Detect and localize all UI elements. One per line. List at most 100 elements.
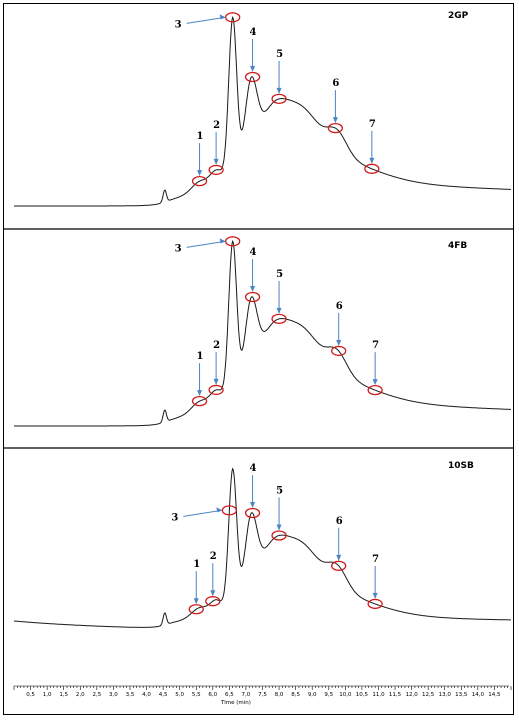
- x-tick-label: 9,5: [324, 692, 333, 698]
- x-tick-label: 7,5: [258, 692, 267, 698]
- peak-marker-2: [208, 164, 224, 176]
- peak-label-2: 2: [213, 340, 220, 351]
- x-tick-label: 11,0: [372, 692, 385, 698]
- chromatogram-trace-10sb: [13, 467, 511, 628]
- peak-arrow-3: [183, 509, 222, 517]
- peak-label-3: 3: [171, 512, 178, 523]
- peak-arrowhead-3: [219, 238, 226, 244]
- peak-arrowhead-2: [210, 590, 216, 597]
- x-axis-label: Time (min): [220, 700, 251, 706]
- sample-label-10sb: 10SB: [448, 461, 474, 471]
- peak-marker-6: [331, 345, 347, 357]
- x-tick-label: 14,0: [472, 692, 485, 698]
- peak-arrowhead-5: [276, 87, 282, 94]
- peak-label-5: 5: [276, 269, 283, 280]
- x-tick-label: 12,5: [422, 692, 435, 698]
- peak-marker-1: [188, 604, 204, 615]
- chromatogram-trace-2gp: [14, 15, 511, 207]
- x-tick-label: 9,0: [308, 692, 317, 698]
- sample-label-4fb: 4FB: [448, 241, 467, 251]
- peak-marker-4: [244, 71, 261, 83]
- peak-marker-5: [271, 313, 287, 325]
- peak-label-3: 3: [175, 243, 182, 254]
- peak-arrowhead-1: [197, 390, 203, 397]
- figure-frame: [3, 3, 514, 715]
- peak-marker-2: [205, 596, 221, 607]
- x-tick-label: 11,5: [389, 692, 402, 698]
- peak-marker-5: [271, 530, 287, 541]
- peak-marker-6: [331, 560, 347, 571]
- peak-label-1: 1: [193, 559, 200, 570]
- x-tick-label: 13,5: [455, 692, 468, 698]
- peak-label-4: 4: [250, 27, 257, 38]
- peak-label-7: 7: [372, 554, 379, 565]
- peak-arrowhead-2: [213, 158, 219, 165]
- sample-label-2gp: 2GP: [448, 11, 469, 21]
- peak-arrowhead-7: [372, 592, 378, 599]
- x-tick-label: 10,0: [339, 692, 352, 698]
- peak-label-5: 5: [276, 49, 283, 60]
- peak-marker-4: [244, 291, 261, 303]
- x-tick-label: 6,5: [225, 692, 234, 698]
- peak-marker-7: [364, 163, 380, 174]
- peak-arrow-3: [186, 240, 225, 248]
- peak-label-3: 3: [175, 19, 182, 30]
- x-tick-label: 3,0: [109, 692, 118, 698]
- peak-arrowhead-1: [197, 170, 203, 177]
- peak-arrowhead-5: [276, 307, 282, 314]
- peak-arrowhead-3: [219, 14, 226, 20]
- peak-arrowhead-7: [372, 379, 378, 386]
- chromatogram-trace-4fb: [14, 239, 511, 427]
- peak-label-1: 1: [197, 131, 204, 142]
- peak-marker-7: [367, 385, 383, 396]
- x-tick-label: 2,0: [76, 692, 85, 698]
- x-tick-label: 8,5: [291, 692, 300, 698]
- x-tick-label: 3,5: [126, 692, 135, 698]
- peak-arrowhead-1: [193, 598, 199, 605]
- peak-arrowhead-6: [336, 554, 342, 561]
- x-tick-label: 1,0: [43, 692, 52, 698]
- peak-marker-6: [327, 122, 344, 134]
- peak-label-7: 7: [372, 340, 379, 351]
- x-tick-label: 10,5: [356, 692, 369, 698]
- peak-label-6: 6: [332, 78, 339, 89]
- peak-arrowhead-6: [332, 117, 338, 124]
- peak-marker-1: [191, 176, 208, 187]
- peak-label-6: 6: [336, 301, 343, 312]
- peak-arrowhead-2: [213, 378, 219, 385]
- peak-label-4: 4: [250, 247, 257, 258]
- peak-label-1: 1: [197, 351, 204, 362]
- x-tick-label: 2,5: [92, 692, 101, 698]
- x-tick-label: 4,5: [159, 692, 168, 698]
- peak-marker-1: [191, 396, 208, 407]
- peak-label-2: 2: [210, 551, 217, 562]
- x-tick-label: 5,5: [192, 692, 201, 698]
- x-tick-label: 0,5: [26, 692, 35, 698]
- peak-label-2: 2: [213, 120, 220, 131]
- peak-arrowhead-5: [276, 524, 282, 531]
- peak-label-5: 5: [276, 485, 283, 496]
- x-tick-label: 13,0: [439, 692, 452, 698]
- peak-label-4: 4: [250, 463, 257, 474]
- peak-arrowhead-4: [250, 502, 256, 509]
- peak-marker-4: [244, 507, 261, 519]
- peak-label-6: 6: [336, 516, 343, 527]
- peak-marker-7: [367, 598, 383, 610]
- x-tick-label: 7,0: [242, 692, 251, 698]
- peak-arrow-3: [186, 16, 225, 24]
- peak-arrowhead-4: [250, 65, 256, 72]
- peak-marker-2: [208, 384, 224, 396]
- x-tick-label: 14,5: [488, 692, 501, 698]
- peak-arrowhead-6: [336, 339, 342, 346]
- peak-arrowhead-3: [216, 507, 223, 513]
- peak-label-7: 7: [369, 119, 376, 130]
- x-tick-label: 8,0: [275, 692, 284, 698]
- x-tick-label: 6,0: [208, 692, 217, 698]
- peak-marker-5: [271, 93, 287, 105]
- x-tick-label: 5,0: [175, 692, 184, 698]
- x-tick-label: 1,5: [59, 692, 68, 698]
- peak-arrowhead-4: [250, 285, 256, 292]
- peak-arrowhead-7: [369, 157, 375, 164]
- x-tick-label: 12,0: [405, 692, 418, 698]
